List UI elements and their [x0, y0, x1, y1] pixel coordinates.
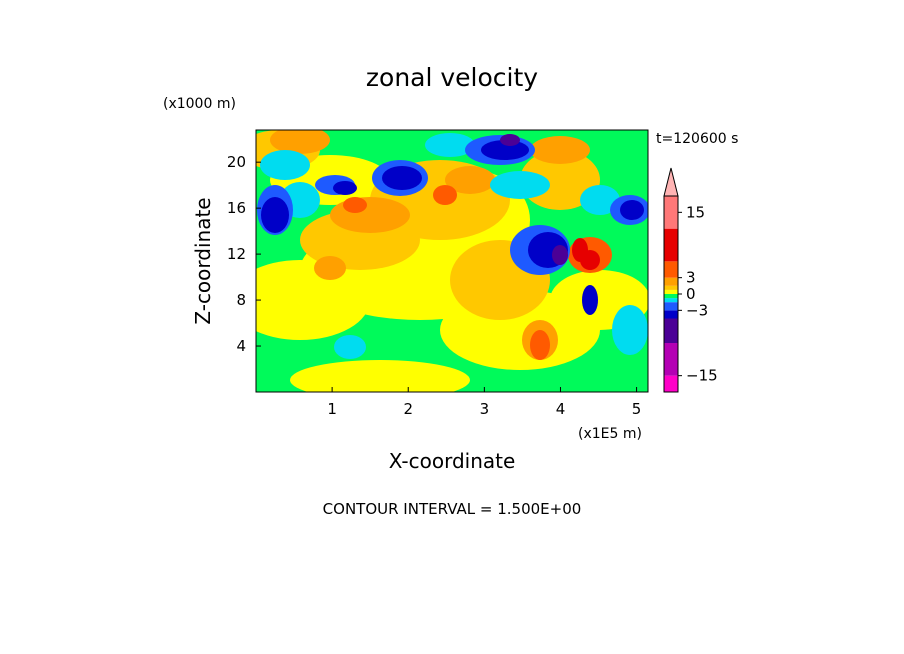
colorbar-tick-label: −15 [686, 367, 718, 385]
contour-interval-note: CONTOUR INTERVAL = 1.500E+00 [323, 500, 582, 518]
x-tick-label: 3 [480, 400, 490, 418]
x-axis-ticks: 1 2 3 4 5 [327, 387, 641, 418]
field-contour-region [260, 150, 310, 180]
y-tick-label: 16 [227, 199, 246, 217]
field-contour-region [530, 330, 550, 360]
field-contour-region [425, 133, 475, 157]
field-contour-region [330, 197, 410, 233]
field-contour-region [433, 185, 457, 205]
field-contour-region [552, 245, 568, 265]
field-contour-region [612, 305, 648, 355]
field-contour-region [530, 136, 590, 164]
colorbar-band [664, 298, 678, 303]
time-label: t=120600 s [656, 131, 738, 147]
field-contour-region [580, 185, 620, 215]
field-contour-region [382, 166, 422, 190]
field-contour-region [343, 197, 367, 213]
colorbar-band [664, 310, 678, 319]
field-contour-region [256, 260, 370, 340]
field-contour-region [582, 285, 598, 315]
colorbar-tick-label: 15 [686, 203, 705, 221]
y-axis-label: Z-coordinate [191, 197, 215, 324]
colorbar-band [664, 277, 678, 286]
x-tick-label: 4 [556, 400, 566, 418]
field-contour-region [314, 256, 346, 280]
x-tick-label: 2 [403, 400, 413, 418]
colorbar-band [664, 318, 678, 343]
field-contour-region [481, 140, 529, 160]
y-axis-ticks: 4 8 12 16 20 [227, 153, 261, 355]
x-tick-label: 1 [327, 400, 337, 418]
colorbar-band [664, 196, 678, 229]
y-tick-label: 8 [236, 291, 246, 309]
chart-title: zonal velocity [366, 63, 538, 92]
colorbar-tick-label: −3 [686, 301, 708, 319]
field-contour-region [445, 166, 495, 194]
plot-frame [255, 129, 649, 393]
field-contour-region [334, 335, 366, 359]
colorbar-band [664, 289, 678, 294]
colorbar-extend-arrow [663, 167, 679, 197]
colorbar-band [664, 228, 678, 262]
colorbar-band [664, 285, 678, 290]
y-unit-label: (x1000 m) [163, 96, 236, 112]
colorbar-band [664, 294, 678, 299]
velocity-field [256, 130, 648, 392]
y-tick-label: 20 [227, 153, 246, 171]
colorbar-band [664, 343, 678, 376]
field-contour-region [572, 238, 588, 262]
x-axis-label: X-coordinate [389, 449, 516, 473]
field-contour-region [490, 171, 550, 199]
field-contour-region [333, 181, 357, 195]
x-unit-label: (x1E5 m) [578, 426, 642, 442]
field-contour-region [261, 197, 289, 233]
field-contour-region [500, 134, 520, 146]
y-tick-label: 4 [236, 337, 246, 355]
x-tick-label: 5 [632, 400, 642, 418]
colorbar-band [664, 375, 678, 392]
colorbar-tick-label: 0 [686, 285, 696, 303]
field-contour-region [270, 130, 330, 154]
colorbar: 15 30−3 −15 [663, 167, 718, 393]
colorbar-tick-label: 3 [686, 269, 696, 287]
field-contour-region [620, 200, 644, 220]
colorbar-band [664, 302, 678, 311]
field-contour-region [290, 360, 470, 392]
colorbar-band [664, 261, 678, 278]
y-tick-label: 12 [227, 245, 246, 263]
